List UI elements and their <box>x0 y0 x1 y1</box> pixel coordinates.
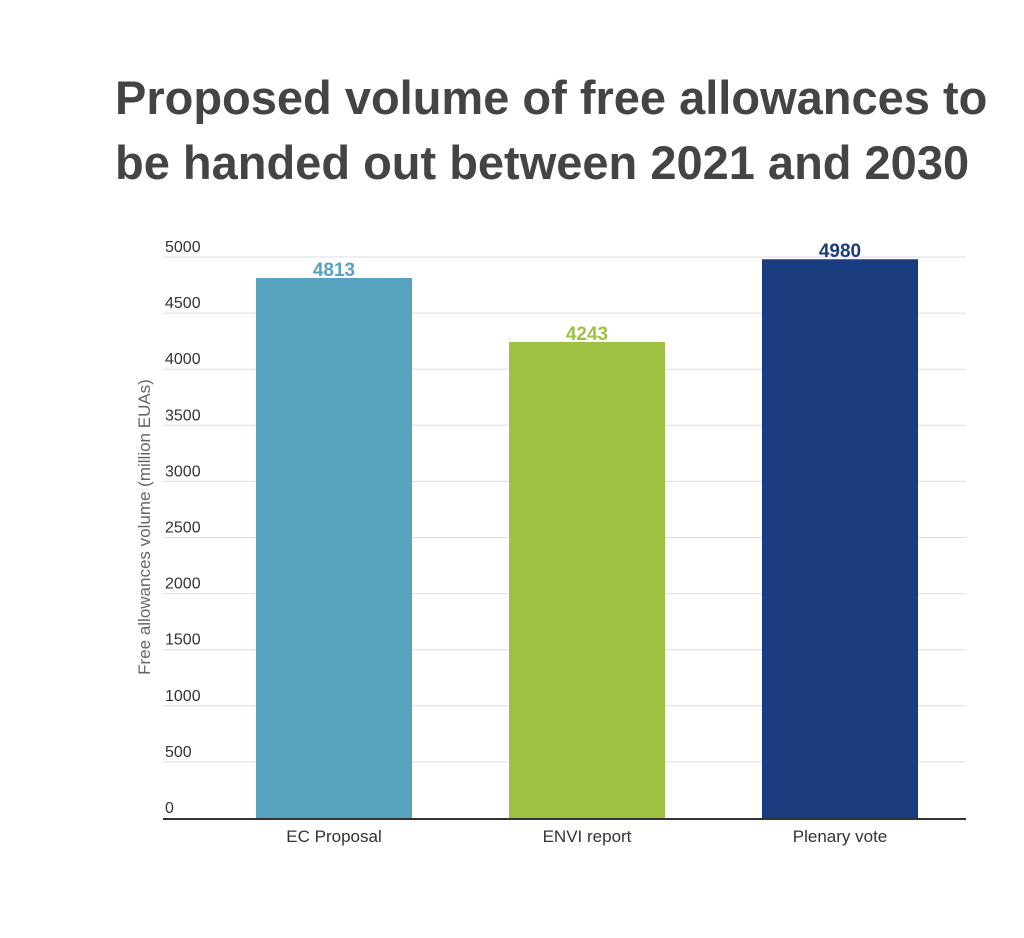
y-axis-label: Free allowances volume (million EUAs) <box>135 379 154 675</box>
value-label: 4813 <box>313 260 355 281</box>
y-tick-label: 0 <box>165 800 174 817</box>
y-tick-label: 4000 <box>165 351 201 368</box>
bar-envi-report <box>509 341 665 818</box>
value-label: 4980 <box>819 241 861 262</box>
y-tick-label: 1000 <box>165 688 201 705</box>
y-tick-label: 5000 <box>165 239 201 256</box>
chart-title-line-1: Proposed volume of free allowances to <box>115 71 988 124</box>
value-labels: 4813 4243 4980 <box>313 241 861 345</box>
y-tick-label: 2000 <box>165 576 201 593</box>
y-tick-label: 3000 <box>165 463 201 480</box>
y-tick-labels: 0 500 1000 1500 2000 2500 3000 3500 4000 4500 5000 <box>165 239 201 817</box>
bar-plenary-vote <box>762 259 918 818</box>
value-label: 4243 <box>566 324 608 345</box>
bar-ec-proposal <box>256 277 412 818</box>
chart-title-line-2: be handed out between 2021 and 2030 <box>115 136 970 189</box>
category-label: EC Proposal <box>286 827 381 846</box>
category-label: ENVI report <box>543 827 632 846</box>
category-label: Plenary vote <box>793 827 888 846</box>
bars <box>256 259 918 818</box>
y-tick-label: 3500 <box>165 407 201 424</box>
y-tick-label: 2500 <box>165 520 201 537</box>
category-labels: EC Proposal ENVI report Plenary vote <box>286 827 887 846</box>
y-tick-label: 4500 <box>165 295 201 312</box>
y-tick-label: 1500 <box>165 632 201 649</box>
y-tick-label: 500 <box>165 744 192 761</box>
